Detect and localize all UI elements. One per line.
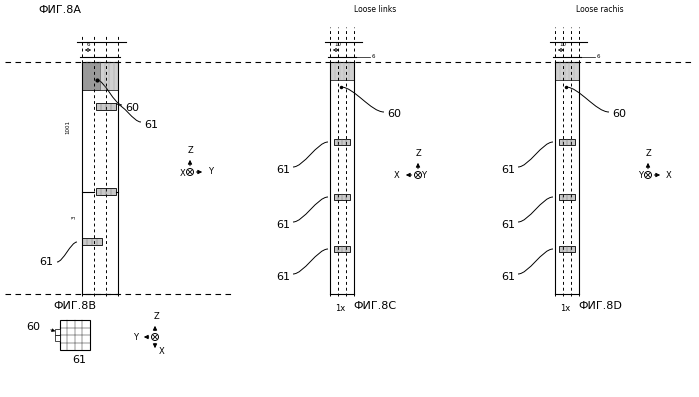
Bar	[96, 188, 116, 195]
Bar	[330, 62, 354, 80]
Text: 6: 6	[372, 54, 375, 60]
Text: X: X	[394, 170, 400, 179]
Bar	[334, 246, 350, 252]
Text: X: X	[180, 168, 186, 177]
Text: ФИГ.8В: ФИГ.8В	[54, 301, 96, 311]
Text: 61: 61	[501, 220, 515, 230]
Bar	[334, 139, 350, 145]
Text: ФИГ.8А: ФИГ.8А	[38, 5, 82, 15]
Text: Y: Y	[638, 172, 644, 181]
Bar	[82, 62, 118, 90]
Bar	[55, 335, 60, 341]
Bar	[559, 139, 575, 145]
Text: 61: 61	[501, 272, 515, 282]
Bar	[82, 238, 102, 245]
Text: 60: 60	[125, 103, 139, 113]
Text: Loose rachis: Loose rachis	[576, 5, 624, 14]
Bar	[60, 320, 90, 350]
Text: 6: 6	[597, 54, 600, 60]
Text: 61: 61	[501, 165, 515, 175]
Text: 10: 10	[559, 42, 566, 47]
Text: Z: Z	[646, 149, 652, 158]
Text: Z: Z	[188, 146, 194, 155]
Text: 6: 6	[86, 42, 89, 47]
Bar	[559, 194, 575, 200]
Text: 61: 61	[276, 220, 290, 230]
Bar	[96, 103, 116, 110]
Text: Y: Y	[208, 168, 213, 177]
Text: 1001: 1001	[66, 120, 71, 134]
Bar	[555, 62, 579, 80]
Text: 60: 60	[26, 322, 40, 332]
Text: 1x: 1x	[560, 304, 570, 313]
Text: 3: 3	[71, 215, 76, 219]
Text: Loose links: Loose links	[354, 5, 396, 14]
Text: X: X	[666, 170, 672, 179]
Text: 61: 61	[144, 120, 158, 130]
Text: 61: 61	[39, 257, 53, 267]
Text: ФИГ.8D: ФИГ.8D	[578, 301, 622, 311]
Text: Z: Z	[153, 312, 159, 321]
Text: Y: Y	[421, 172, 426, 181]
Text: 61: 61	[72, 355, 86, 365]
Text: 60: 60	[387, 109, 401, 119]
Text: 10: 10	[335, 42, 342, 47]
Text: 61: 61	[276, 272, 290, 282]
Text: Z: Z	[416, 149, 422, 158]
Bar	[82, 62, 100, 90]
Text: ФИГ.8С: ФИГ.8С	[354, 301, 396, 311]
Bar	[334, 194, 350, 200]
Bar	[55, 329, 60, 335]
Bar	[559, 246, 575, 252]
Text: 60: 60	[612, 109, 626, 119]
Text: 1x: 1x	[335, 304, 345, 313]
Text: 61: 61	[276, 165, 290, 175]
Text: Y: Y	[133, 333, 138, 341]
Text: X: X	[159, 347, 165, 355]
